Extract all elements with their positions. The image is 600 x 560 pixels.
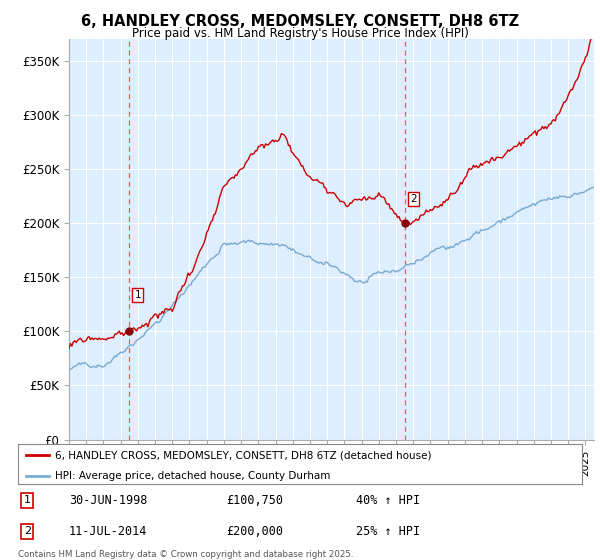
Text: 2: 2 <box>410 194 417 204</box>
Text: 6, HANDLEY CROSS, MEDOMSLEY, CONSETT, DH8 6TZ (detached house): 6, HANDLEY CROSS, MEDOMSLEY, CONSETT, DH… <box>55 450 431 460</box>
Text: £100,750: £100,750 <box>227 493 284 507</box>
Point <box>400 219 410 228</box>
Text: Contains HM Land Registry data © Crown copyright and database right 2025.
This d: Contains HM Land Registry data © Crown c… <box>18 550 353 560</box>
Point <box>124 326 134 335</box>
Text: 1: 1 <box>134 290 141 300</box>
Text: 2: 2 <box>23 526 31 536</box>
Text: 30-JUN-1998: 30-JUN-1998 <box>69 493 147 507</box>
Text: 1: 1 <box>23 495 31 505</box>
Text: Price paid vs. HM Land Registry's House Price Index (HPI): Price paid vs. HM Land Registry's House … <box>131 27 469 40</box>
Text: 6, HANDLEY CROSS, MEDOMSLEY, CONSETT, DH8 6TZ: 6, HANDLEY CROSS, MEDOMSLEY, CONSETT, DH… <box>81 14 519 29</box>
Text: 25% ↑ HPI: 25% ↑ HPI <box>356 525 421 538</box>
Text: HPI: Average price, detached house, County Durham: HPI: Average price, detached house, Coun… <box>55 470 330 480</box>
Text: 11-JUL-2014: 11-JUL-2014 <box>69 525 147 538</box>
Text: £200,000: £200,000 <box>227 525 284 538</box>
Text: 40% ↑ HPI: 40% ↑ HPI <box>356 493 421 507</box>
